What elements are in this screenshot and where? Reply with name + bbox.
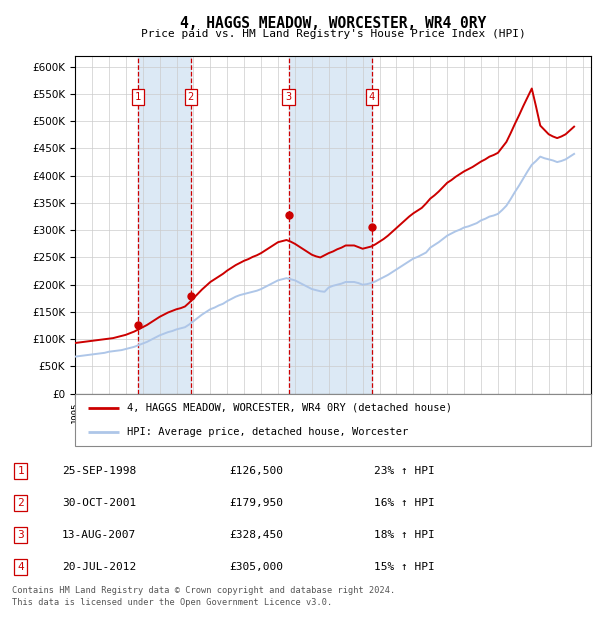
Text: 3: 3 xyxy=(286,92,292,102)
Text: 4, HAGGS MEADOW, WORCESTER, WR4 0RY (detached house): 4, HAGGS MEADOW, WORCESTER, WR4 0RY (det… xyxy=(127,403,452,413)
Bar xyxy=(138,56,191,394)
Text: 25-SEP-1998: 25-SEP-1998 xyxy=(62,466,136,476)
Text: £179,950: £179,950 xyxy=(229,498,283,508)
Text: 13-AUG-2007: 13-AUG-2007 xyxy=(62,530,136,540)
Text: 16% ↑ HPI: 16% ↑ HPI xyxy=(373,498,434,508)
Text: 23% ↑ HPI: 23% ↑ HPI xyxy=(373,466,434,476)
Text: 30-OCT-2001: 30-OCT-2001 xyxy=(62,498,136,508)
Text: 18% ↑ HPI: 18% ↑ HPI xyxy=(373,530,434,540)
Text: 2: 2 xyxy=(187,92,194,102)
Text: £126,500: £126,500 xyxy=(229,466,283,476)
Bar xyxy=(289,56,372,394)
Text: 2: 2 xyxy=(17,498,24,508)
Text: Contains HM Land Registry data © Crown copyright and database right 2024.: Contains HM Land Registry data © Crown c… xyxy=(12,586,395,595)
Text: 1: 1 xyxy=(17,466,24,476)
Text: 3: 3 xyxy=(17,530,24,540)
Text: 15% ↑ HPI: 15% ↑ HPI xyxy=(373,562,434,572)
Text: 20-JUL-2012: 20-JUL-2012 xyxy=(62,562,136,572)
Text: Price paid vs. HM Land Registry's House Price Index (HPI): Price paid vs. HM Land Registry's House … xyxy=(140,29,526,39)
Text: 4, HAGGS MEADOW, WORCESTER, WR4 0RY: 4, HAGGS MEADOW, WORCESTER, WR4 0RY xyxy=(180,16,486,30)
Text: HPI: Average price, detached house, Worcester: HPI: Average price, detached house, Worc… xyxy=(127,427,408,437)
Text: This data is licensed under the Open Government Licence v3.0.: This data is licensed under the Open Gov… xyxy=(12,598,332,608)
Text: 4: 4 xyxy=(369,92,375,102)
Text: £328,450: £328,450 xyxy=(229,530,283,540)
Text: 1: 1 xyxy=(135,92,141,102)
Text: £305,000: £305,000 xyxy=(229,562,283,572)
Text: 4: 4 xyxy=(17,562,24,572)
